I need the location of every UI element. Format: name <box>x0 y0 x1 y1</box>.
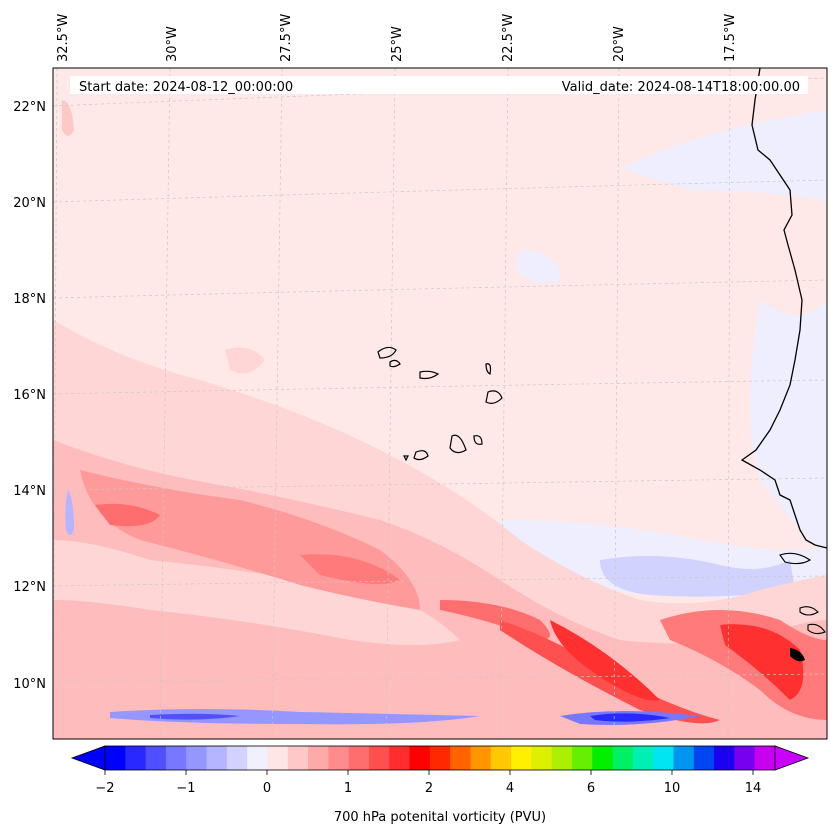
map-panel <box>53 68 827 739</box>
colorbar-segment <box>470 746 492 770</box>
coastline <box>807 623 826 635</box>
colorbar-tick-label: 6 <box>587 781 595 796</box>
pv-field-contour <box>62 100 74 136</box>
colorbar-segment <box>389 746 411 770</box>
pv-field-contour <box>515 250 560 284</box>
colorbar-segment <box>592 746 614 770</box>
colorbar-segment <box>348 746 370 770</box>
lat-label: 14°N <box>13 484 46 499</box>
colorbar-segment <box>267 746 289 770</box>
graticule <box>53 68 827 739</box>
lon-label: 20°W <box>612 26 627 62</box>
date-header-box <box>70 76 808 94</box>
colorbar-tick-label: 0 <box>263 781 271 796</box>
lat-label: 10°N <box>13 677 46 692</box>
pv-field-contour <box>150 713 240 720</box>
colorbar-segment <box>531 746 553 770</box>
colorbar-segment <box>490 746 512 770</box>
pv-field-contour <box>110 709 480 725</box>
colorbar-segment <box>165 746 187 770</box>
start-date-label: Start date: 2024-08-12_00:00:00 <box>79 80 293 95</box>
lat-label: 20°N <box>13 196 46 211</box>
lon-label: 22.5°W <box>501 14 516 62</box>
lon-label: 30°W <box>165 26 180 62</box>
colorbar-arrow-max <box>774 745 810 771</box>
lat-label: 22°N <box>13 100 46 115</box>
lat-label: 12°N <box>13 580 46 595</box>
colorbar-tick-label: 10 <box>664 781 681 796</box>
lon-label: 27.5°W <box>279 14 294 62</box>
map-frame <box>52 67 828 740</box>
colorbar-segment <box>186 746 208 770</box>
colorbar-segment <box>754 746 776 770</box>
colorbar-segment <box>226 746 248 770</box>
pv-field-contour <box>550 620 660 701</box>
lat-label: 16°N <box>13 388 46 403</box>
colorbar-segment <box>714 746 735 770</box>
colorbar-segment <box>206 746 228 770</box>
lon-label: 17.5°W <box>723 14 738 62</box>
colorbar-segment <box>328 746 350 770</box>
pv-field-contour <box>500 620 720 724</box>
colorbar-segment <box>308 746 329 770</box>
colorbar-segment <box>247 746 268 770</box>
colorbar-tick-label: 1 <box>344 781 352 796</box>
coastline <box>779 552 812 565</box>
pv-field-contour <box>620 110 827 200</box>
colorbar-title: 700 hPa potenital vorticity (PVU) <box>334 810 546 825</box>
colorbar-segment <box>429 746 451 770</box>
pv-field-contour <box>95 503 160 527</box>
colorbar-segment <box>612 746 634 770</box>
lon-label: 25°W <box>390 26 405 62</box>
colorbar-tick-label: 2 <box>425 781 433 796</box>
colorbar-segment <box>571 746 593 770</box>
colorbar-tick-label: 14 <box>745 781 762 796</box>
colorbar-segment <box>368 746 390 770</box>
pv-field-contour <box>790 648 805 662</box>
colorbar-segment <box>734 746 756 770</box>
coastline <box>799 606 819 616</box>
pv-field-contour <box>600 556 795 597</box>
colorbar-segment <box>511 746 532 770</box>
coastline <box>740 68 827 549</box>
pv-field-contour <box>300 554 400 584</box>
valid-date-label: Valid_date: 2024-08-14T18:00:00.00 <box>562 80 800 95</box>
pv-field-contour <box>225 347 265 374</box>
colorbar-segment <box>693 746 715 770</box>
pv-field-contour <box>750 300 827 560</box>
pv-field-contour <box>720 624 804 700</box>
colorbar: −2 −1 0 1 2 4 6 10 14 700 hPa potenital … <box>70 745 810 825</box>
colorbar-tick-label: −1 <box>176 781 195 796</box>
colorbar-segment <box>632 746 654 770</box>
colorbar-segment <box>673 746 695 770</box>
colorbar-segment <box>287 746 309 770</box>
colorbar-tick-label: 4 <box>506 781 514 796</box>
colorbar-segment <box>450 746 471 770</box>
cape-verde-islands <box>377 346 503 462</box>
pv-field-contour <box>590 713 670 722</box>
colorbar-arrow-min <box>70 745 106 771</box>
colorbar-segment <box>409 746 431 770</box>
colorbar-segment <box>105 746 126 770</box>
colorbar-segment <box>653 746 674 770</box>
lat-label: 18°N <box>13 292 46 307</box>
colorbar-frame <box>104 745 776 771</box>
colorbar-tick-label: −2 <box>95 781 114 796</box>
lon-label: 32.5°W <box>56 14 71 62</box>
colorbar-segment <box>125 746 147 770</box>
colorbar-segment <box>145 746 167 770</box>
pv-field-contour <box>65 490 74 535</box>
colorbar-segment <box>551 746 573 770</box>
